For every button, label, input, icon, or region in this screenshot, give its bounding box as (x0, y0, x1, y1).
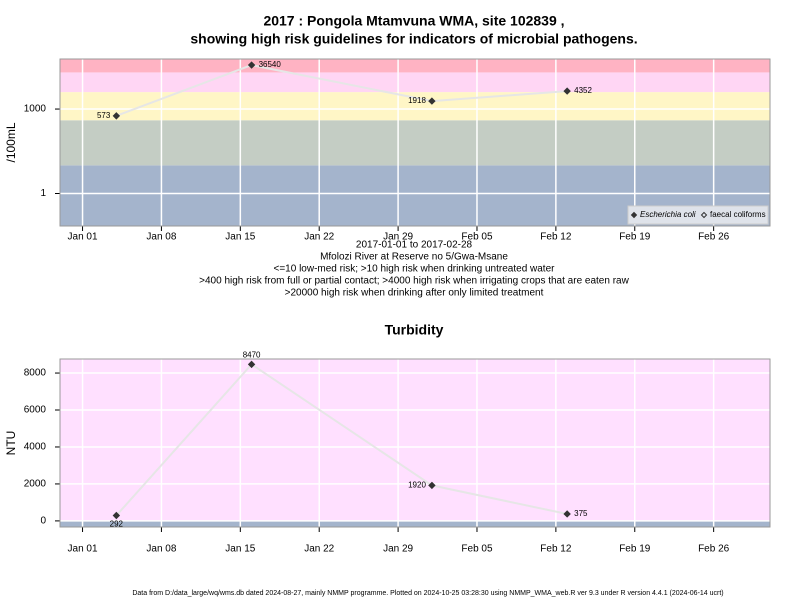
data-point (563, 510, 571, 518)
x-tick-label: Feb 19 (619, 544, 651, 555)
note: <=10 low-med risk; >10 high risk when dr… (274, 264, 556, 275)
risk-band (60, 359, 770, 521)
risk-band (60, 59, 770, 73)
chart-title: showing high risk guidelines for indicat… (190, 31, 637, 47)
data-label: 8470 (243, 350, 261, 359)
x-tick-label: Jan 01 (68, 232, 98, 243)
data-point (247, 61, 256, 69)
note: >400 high risk from full or partial cont… (199, 276, 629, 287)
y-tick-label: 1 (40, 188, 46, 199)
note: >20000 high risk when drinking after onl… (285, 288, 544, 299)
data-point (563, 87, 571, 95)
x-tick-label: Feb 19 (619, 232, 651, 243)
data-label: 375 (574, 509, 588, 518)
x-tick-label: Feb 26 (698, 544, 730, 555)
plot-frame (59, 358, 771, 528)
legend-label: Escherichia coli (640, 210, 696, 219)
series-line (115, 363, 568, 517)
data-label: 573 (97, 111, 111, 120)
x-tick-label: Jan 15 (225, 544, 255, 555)
x-tick-label: Feb 26 (698, 232, 730, 243)
data-point (247, 360, 256, 369)
data-point (112, 112, 121, 120)
risk-band (60, 520, 770, 527)
x-tick-label: Jan 15 (225, 232, 255, 243)
footer: Data from D:/data_large/wq/wms.db dated … (132, 590, 723, 597)
chart-title: Turbidity (385, 322, 444, 338)
x-tick-label: Jan 08 (146, 544, 176, 555)
legend-box (627, 205, 769, 225)
data-label: 4352 (574, 86, 592, 95)
y-tick-label: 0 (40, 516, 46, 527)
x-tick-label: Feb 05 (461, 544, 493, 555)
x-tick-label: Jan 29 (383, 544, 413, 555)
y-tick-label: 1000 (24, 104, 47, 115)
x-tick-label: Jan 22 (304, 544, 334, 555)
y-tick-label: 6000 (24, 405, 47, 416)
series-line (115, 64, 568, 117)
risk-band (60, 120, 770, 166)
y-axis-label: NTU (4, 431, 18, 456)
legend-marker (700, 211, 708, 219)
x-tick-label: Jan 08 (146, 232, 176, 243)
data-point (112, 511, 121, 520)
x-tick-label: Jan 22 (304, 232, 334, 243)
data-label: 36540 (259, 60, 282, 69)
data-point (428, 481, 436, 490)
y-axis-label: /100mL (4, 122, 18, 162)
note: 2017-01-01 to 2017-02-28 (356, 240, 473, 251)
data-point (428, 97, 436, 105)
legend-label: faecal coliforms (710, 210, 766, 219)
y-tick-label: 8000 (24, 368, 47, 379)
x-tick-label: Feb 12 (540, 544, 572, 555)
note: Mfolozi River at Reserve no 5/Gwa-Msane (320, 252, 508, 263)
x-tick-label: Feb 12 (540, 232, 572, 243)
data-label: 1918 (408, 96, 426, 105)
y-tick-label: 2000 (24, 479, 47, 490)
risk-band (60, 72, 770, 93)
y-tick-label: 4000 (24, 442, 47, 453)
x-tick-label: Jan 29 (383, 232, 413, 243)
data-label: 1920 (408, 481, 426, 490)
plot-frame (59, 58, 771, 227)
x-tick-label: Feb 05 (461, 232, 493, 243)
x-tick-label: Jan 01 (68, 544, 98, 555)
legend-marker (630, 211, 638, 219)
chart-title: 2017 : Pongola Mtamvuna WMA, site 102839… (263, 13, 564, 29)
data-label: 292 (110, 520, 124, 529)
